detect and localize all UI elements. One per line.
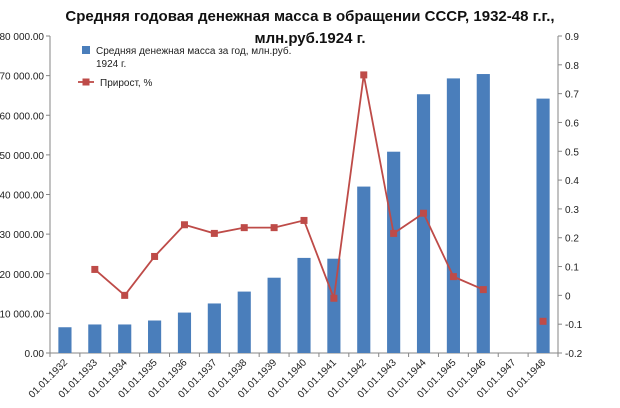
bar [237,291,251,353]
bar [58,327,72,353]
growth-point [390,229,398,237]
growth-line [94,74,484,299]
growth-point [420,209,428,217]
right-axis-tick-label: 0.3 [565,205,579,216]
growth-point [300,216,308,224]
chart-title-line-2: млн.руб.1924 г. [254,30,366,47]
growth-point [270,224,278,232]
growth-point [151,252,159,260]
right-axis-tick-label: 0.8 [565,61,579,72]
growth-point [240,224,248,232]
right-axis-tick-label: 0.6 [565,118,579,129]
legend-line-label: Прирост, % [100,78,152,89]
bar [446,78,460,354]
bar [177,312,192,353]
growth-point [210,229,218,237]
bar [88,324,102,353]
growth-point [91,265,99,273]
left-axis-tick-label: 40 000.00 [0,191,44,202]
right-axis-tick-label: 0.4 [565,176,579,187]
bar [476,74,490,353]
legend-bar-label: Средняя денежная масса за год, млн.руб. [96,45,291,57]
right-axis-tick-label: 0.5 [565,147,579,158]
legend-bar-label: 1924 г. [96,59,126,70]
bar [357,186,371,353]
legend-bar-swatch [82,46,90,54]
growth-point [180,221,188,229]
left-axis-tick-label: 30 000.00 [0,230,44,241]
right-axis-tick-label: 0.2 [565,234,579,245]
left-axis-tick-label: 10 000.00 [0,309,44,320]
right-axis-tick-label: -0.2 [565,349,583,360]
right-axis-tick-label: 0 [565,291,571,302]
left-axis-tick-label: 80 000.00 [0,32,44,43]
legend-line-marker [82,78,90,86]
bar [267,277,281,353]
growth-point [330,294,338,302]
chart-title: Средняя годовая денежная масса в обращен… [0,6,620,50]
right-axis-tick-label: -0.1 [565,320,583,331]
bar [207,303,221,353]
growth-point [449,273,457,281]
bar [118,324,132,353]
growth-point [360,71,368,79]
growth-point [539,317,547,325]
left-axis-tick-label: 50 000.00 [0,151,44,162]
bar [148,320,162,353]
bar [536,98,550,353]
bar [297,257,311,353]
growth-point [479,286,487,294]
right-axis-tick-label: 0.7 [565,90,579,101]
right-axis-tick-label: 0.9 [565,32,579,43]
left-axis-tick-label: 20 000.00 [0,270,44,281]
bar [327,258,341,353]
right-axis-tick-label: 0.1 [565,263,579,274]
bar [416,94,431,353]
chart-title-line-1: Средняя годовая денежная масса в обращен… [65,8,555,25]
bar [387,151,401,353]
growth-point [121,291,129,299]
left-axis-tick-label: 60 000.00 [0,111,44,122]
left-axis-tick-label: 70 000.00 [0,72,44,83]
left-axis-tick-label: 0.00 [25,349,45,360]
